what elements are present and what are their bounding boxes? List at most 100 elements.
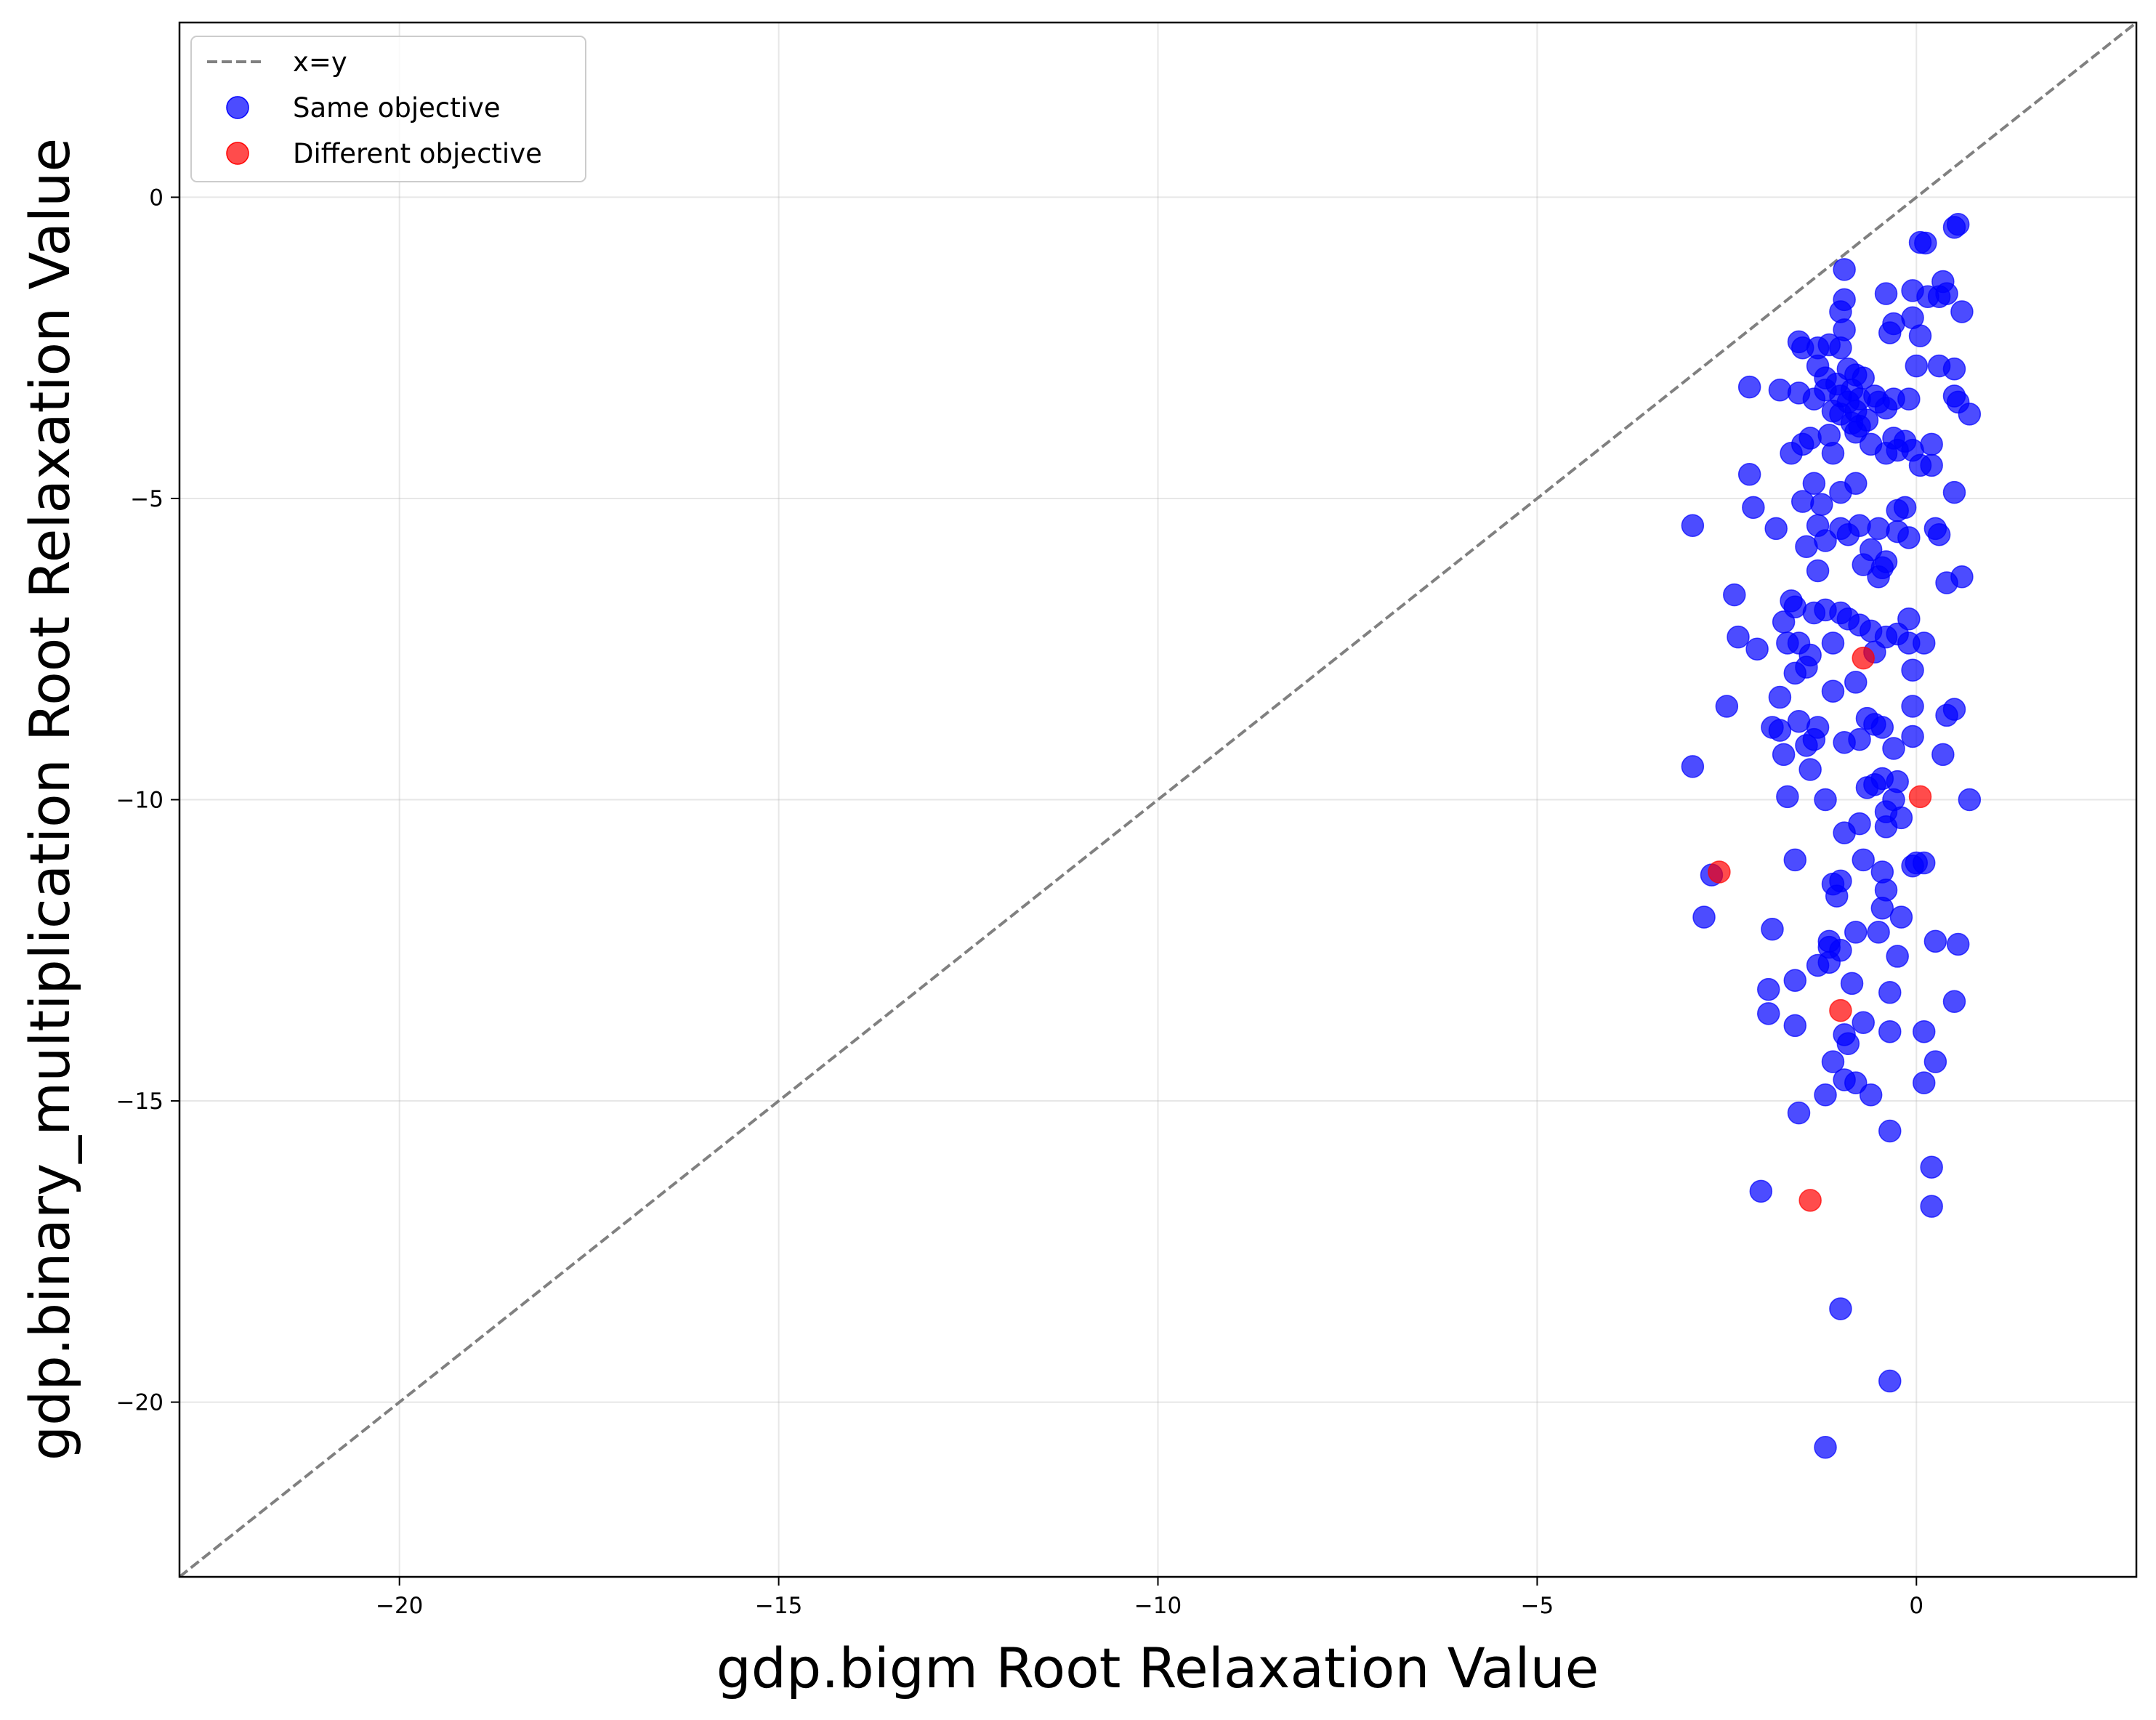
data-point	[1844, 1071, 1868, 1094]
data-point	[1874, 282, 1898, 305]
data-point	[1882, 737, 1905, 760]
data-point	[1844, 472, 1868, 495]
data-point	[1776, 785, 1799, 809]
data-point	[1848, 387, 1871, 411]
data-point	[1783, 661, 1807, 685]
data-point	[1867, 921, 1890, 944]
data-point	[1958, 788, 1982, 812]
data-point	[1912, 1071, 1936, 1094]
data-point	[1737, 375, 1761, 399]
y-tick-label: −10	[116, 788, 163, 814]
data-point	[1836, 1032, 1860, 1056]
reference-line-layer	[179, 23, 2136, 1577]
data-point	[1783, 969, 1807, 992]
data-point	[1761, 918, 1784, 941]
data-point	[1692, 905, 1716, 929]
data-point	[1855, 408, 1879, 432]
data-point	[1923, 517, 1947, 541]
x-tick-label: −10	[1134, 1593, 1182, 1619]
legend-marker-different-objective	[226, 142, 249, 165]
data-point	[1814, 529, 1837, 552]
data-point	[1787, 381, 1811, 405]
legend-label-reference: x=y	[293, 47, 347, 78]
data-point	[1942, 990, 1966, 1013]
data-point	[1764, 517, 1788, 541]
data-point	[1814, 1436, 1837, 1459]
x-equals-y-line	[179, 23, 2136, 1577]
data-point	[1852, 1011, 1875, 1035]
x-axis-label: gdp.bigm Root Relaxation Value	[716, 1636, 1599, 1700]
data-point	[1681, 755, 1705, 778]
y-tick-label: −15	[116, 1089, 163, 1115]
data-point	[1708, 860, 1731, 884]
data-point	[1878, 321, 1902, 344]
data-point	[1931, 743, 1955, 767]
data-point	[1920, 1155, 1943, 1179]
data-point	[1958, 403, 1982, 426]
legend-marker-same-objective	[226, 96, 249, 119]
data-point	[1780, 442, 1803, 465]
data-point	[1798, 1189, 1822, 1212]
data-point	[1757, 1002, 1780, 1025]
data-point	[1821, 631, 1845, 655]
data-point	[1798, 758, 1822, 781]
data-point	[1870, 896, 1894, 920]
data-point	[1878, 1020, 1902, 1043]
data-point	[1715, 695, 1739, 718]
data-point	[1817, 950, 1841, 974]
x-tick-label: −20	[376, 1593, 423, 1619]
data-point	[1882, 387, 1905, 411]
x-tick-label: 0	[1909, 1593, 1923, 1619]
data-point	[1814, 1083, 1837, 1107]
data-point	[1942, 357, 1966, 381]
data-point	[1878, 1369, 1902, 1393]
data-point	[1901, 724, 1924, 748]
axis-ticks: −20 −15 −10 −5 0 −20 −15 −10 −5 0	[116, 185, 1924, 1619]
data-point	[1867, 517, 1890, 541]
data-point	[1893, 496, 1917, 520]
data-point	[1745, 637, 1769, 661]
data-point	[1848, 514, 1871, 538]
data-point	[1889, 806, 1913, 830]
data-point	[1897, 607, 1921, 631]
data-point	[1802, 472, 1826, 495]
data-point	[1795, 535, 1818, 559]
data-point	[1833, 258, 1856, 281]
data-point	[1776, 631, 1799, 655]
data-point	[1681, 514, 1705, 538]
data-point	[1889, 905, 1913, 929]
legend: x=y Same objective Different objective	[190, 36, 586, 182]
y-tick-label: −20	[116, 1390, 163, 1416]
data-point	[1901, 854, 1924, 878]
data-point	[1852, 646, 1875, 670]
data-point	[1905, 354, 1929, 378]
data-point	[1848, 727, 1871, 751]
data-point	[1916, 285, 1939, 308]
data-point	[1844, 921, 1868, 944]
data-point	[1942, 480, 1966, 504]
data-point	[1859, 1083, 1883, 1107]
data-point	[1886, 945, 1909, 968]
data-point	[1825, 884, 1849, 908]
x-tick-label: −5	[1521, 1593, 1554, 1619]
data-point	[1878, 981, 1902, 1004]
data-point	[1912, 1020, 1936, 1043]
data-point	[1878, 1119, 1902, 1143]
series-different-objective	[1708, 646, 1932, 1212]
data-point	[1783, 848, 1807, 872]
data-point	[1950, 565, 1974, 589]
data-point	[1814, 788, 1837, 812]
data-point	[1852, 848, 1875, 872]
data-point	[1783, 1014, 1807, 1038]
data-point	[1737, 463, 1761, 486]
data-point	[1817, 333, 1841, 357]
data-point	[1768, 685, 1792, 709]
data-point	[1806, 559, 1830, 583]
data-point	[1844, 671, 1868, 694]
data-point	[1914, 231, 1937, 255]
data-point	[1886, 438, 1909, 462]
data-point	[1848, 812, 1871, 836]
data-point	[1742, 496, 1765, 520]
y-axis-label: gdp.binary_multiplication Root Relaxatio…	[17, 138, 82, 1461]
